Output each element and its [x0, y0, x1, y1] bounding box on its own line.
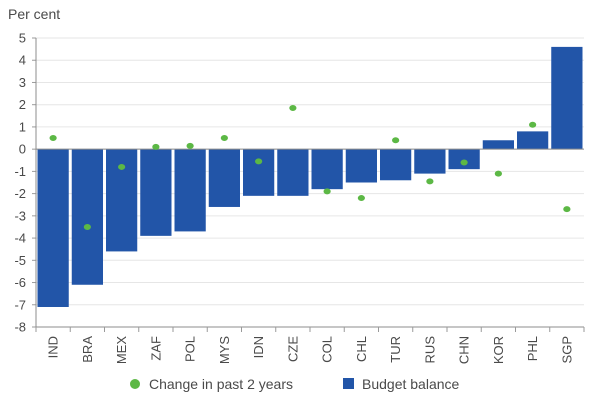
legend-label-change: Change in past 2 years [149, 376, 293, 392]
scatter-series [49, 105, 571, 230]
point-sgp [563, 206, 571, 213]
x-axis-ticks: IND BRA MEX ZAF POL MYS IDN CZE COL CHL TUR RUS CHN K… [35, 327, 585, 365]
x-tick-label: POL [183, 336, 198, 362]
y-tick-label: 5 [19, 31, 26, 46]
x-tick-label: MEX [114, 336, 129, 365]
y-tick-label: -4 [14, 231, 26, 246]
bar-cze [277, 149, 309, 196]
bar-chl [345, 149, 377, 183]
x-tick-label: SGP [559, 336, 574, 363]
y-tick-label: -6 [14, 275, 26, 290]
x-tick-label: IND [46, 336, 61, 358]
y-tick-label: 4 [19, 53, 26, 68]
point-phl [529, 121, 537, 128]
x-tick-label: COL [320, 336, 335, 363]
y-tick-label: 1 [19, 119, 26, 134]
point-zaf [152, 143, 160, 150]
x-tick-label: CZE [285, 336, 300, 362]
bar-kor [482, 140, 514, 150]
bar-sgp [551, 46, 583, 150]
point-bra [83, 223, 91, 230]
bar-series [37, 46, 583, 307]
bar-pol [174, 149, 206, 232]
bar-tur [380, 149, 412, 181]
x-tick-label: MYS [217, 336, 232, 365]
point-pol [186, 142, 194, 149]
x-tick-label: TUR [388, 336, 403, 363]
bar-chn [448, 149, 480, 170]
y-tick-label: 3 [19, 75, 26, 90]
y-tick-label: -5 [14, 253, 26, 268]
point-ind [49, 135, 57, 142]
x-tick-label: RUS [422, 336, 437, 364]
y-tick-label: -3 [14, 208, 26, 223]
bar-mys [208, 149, 240, 207]
bar-phl [517, 131, 549, 150]
legend: Change in past 2 years Budget balance [130, 376, 460, 392]
point-col [323, 188, 331, 195]
x-tick-label: CHL [354, 336, 369, 362]
y-axis-ticks: 5 4 3 2 1 0 -1 -2 -3 -4 -5 -6 -7 -8 [14, 31, 36, 335]
bar-idn [243, 149, 275, 196]
x-tick-label: BRA [80, 336, 95, 363]
y-tick-label: -8 [14, 320, 26, 335]
bar-rus [414, 149, 446, 174]
y-tick-label: 2 [19, 97, 26, 112]
point-chn [460, 159, 468, 166]
legend-marker-change [130, 379, 140, 389]
point-chl [357, 195, 365, 202]
x-tick-label: IDN [251, 336, 266, 358]
bar-col [311, 149, 343, 190]
legend-marker-budget [343, 378, 354, 389]
grid-lines [36, 37, 584, 328]
x-tick-label: KOR [491, 336, 506, 364]
y-tick-label: -7 [14, 297, 26, 312]
point-tur [392, 137, 400, 144]
x-tick-label: PHL [525, 336, 540, 361]
legend-label-budget: Budget balance [362, 376, 460, 392]
x-tick-label: ZAF [148, 336, 163, 361]
point-idn [255, 158, 263, 165]
bar-bra [71, 149, 103, 285]
y-tick-label: 0 [19, 142, 26, 157]
x-tick-label: CHN [457, 336, 472, 364]
bar-ind [37, 149, 69, 307]
point-rus [426, 178, 434, 185]
y-axis-unit-label: Per cent [8, 6, 61, 22]
point-kor [494, 170, 502, 177]
point-cze [289, 105, 297, 112]
bar-zaf [140, 149, 172, 236]
point-mys [220, 135, 228, 142]
point-mex [118, 163, 126, 170]
y-tick-label: -2 [14, 186, 26, 201]
y-tick-label: -1 [14, 164, 26, 179]
